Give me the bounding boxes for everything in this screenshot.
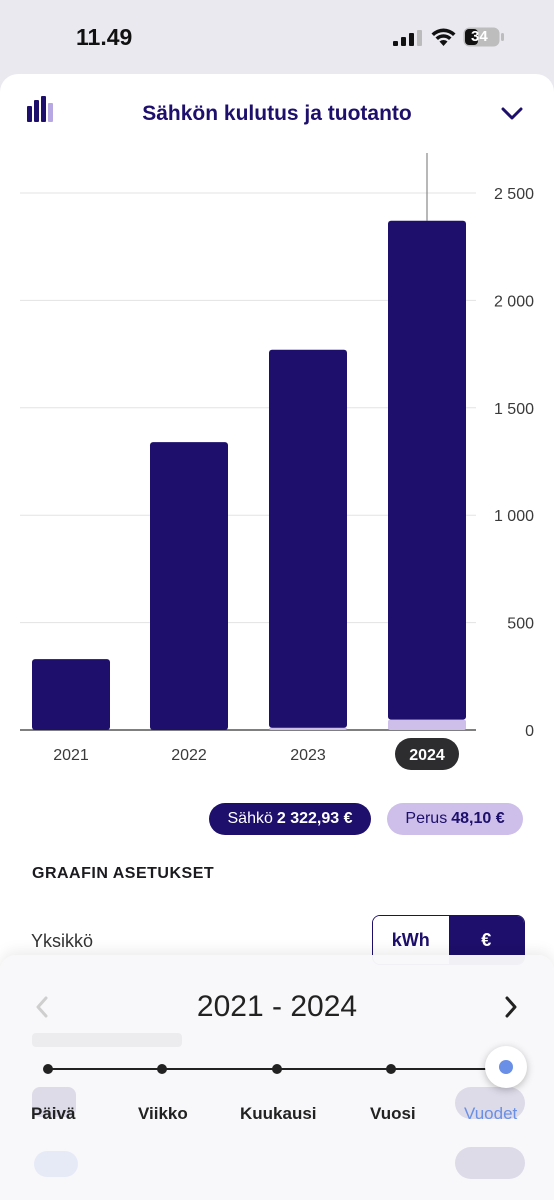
period-stop-viikko[interactable] — [157, 1064, 167, 1074]
x-tick-label: 2022 — [171, 747, 207, 764]
period-option-kuukausi[interactable]: Kuukausi — [240, 1104, 317, 1123]
chevron-down-icon[interactable] — [500, 104, 524, 124]
period-slider-knob[interactable] — [485, 1046, 527, 1088]
chevron-right-icon[interactable] — [503, 995, 519, 1019]
bar-perus[interactable] — [269, 727, 347, 730]
consumption-bar-chart[interactable]: 0 500 1 000 1 500 2 000 2 500 2021 2022 2023 2024 — [0, 140, 554, 780]
perus-total-badge: Perus 48,10 € — [387, 803, 523, 835]
faded-content — [34, 1151, 78, 1177]
perus-label: Perus — [405, 810, 448, 827]
bar-sahko[interactable] — [32, 659, 110, 730]
battery-level: 34 — [471, 28, 488, 45]
y-tick-label: 500 — [507, 616, 534, 633]
unit-label: Yksikkö — [31, 931, 94, 951]
cellular-signal-icon — [393, 30, 422, 46]
sahko-value: 2 322,93 € — [276, 810, 353, 827]
bar-sahko[interactable] — [269, 349, 347, 728]
period-stop-kuukausi[interactable] — [272, 1064, 282, 1074]
faded-content — [455, 1147, 525, 1179]
y-tick-label: 2 000 — [494, 293, 534, 310]
page-title[interactable]: Sähkön kulutus ja tuotanto — [142, 102, 412, 125]
period-picker-panel — [0, 955, 554, 1200]
bar-sahko[interactable] — [150, 442, 228, 730]
sahko-total-badge: Sähkö 2 322,93 € — [209, 803, 371, 835]
period-option-viikko[interactable]: Viikko — [138, 1104, 188, 1123]
period-stop-vuosi[interactable] — [386, 1064, 396, 1074]
sahko-label: Sähkö — [227, 810, 273, 827]
x-tick-label: 2024 — [409, 747, 445, 764]
chevron-left-icon[interactable] — [34, 995, 50, 1019]
y-tick-label: 1 000 — [494, 508, 534, 525]
perus-value: 48,10 € — [451, 810, 505, 827]
status-bar: 11.49 34 — [0, 0, 554, 76]
status-time: 11.49 — [76, 24, 133, 50]
period-option-vuodet[interactable]: Vuodet — [464, 1104, 518, 1123]
period-option-vuosi[interactable]: Vuosi — [370, 1104, 416, 1123]
battery-icon: 34 — [463, 27, 505, 47]
x-tick-label: 2021 — [53, 747, 89, 764]
selected-year-badge — [395, 738, 459, 770]
bar-chart-icon[interactable] — [26, 96, 56, 124]
graph-settings-heading: GRAAFIN ASETUKSET — [32, 865, 215, 882]
period-range: 2021 - 2024 — [196, 990, 358, 1023]
y-tick-label: 2 500 — [494, 186, 534, 203]
y-tick-label: 1 500 — [494, 401, 534, 418]
faded-content — [32, 1087, 76, 1117]
period-stop-paiva[interactable] — [43, 1064, 53, 1074]
y-tick-label: 0 — [525, 723, 534, 740]
bar-sahko[interactable] — [388, 220, 466, 720]
wifi-icon — [431, 28, 456, 46]
faded-content — [32, 1033, 182, 1047]
bar-perus[interactable] — [388, 719, 466, 730]
period-option-paiva[interactable]: Päivä — [31, 1104, 76, 1123]
x-tick-label: 2023 — [290, 747, 326, 764]
faded-content — [455, 1087, 525, 1119]
